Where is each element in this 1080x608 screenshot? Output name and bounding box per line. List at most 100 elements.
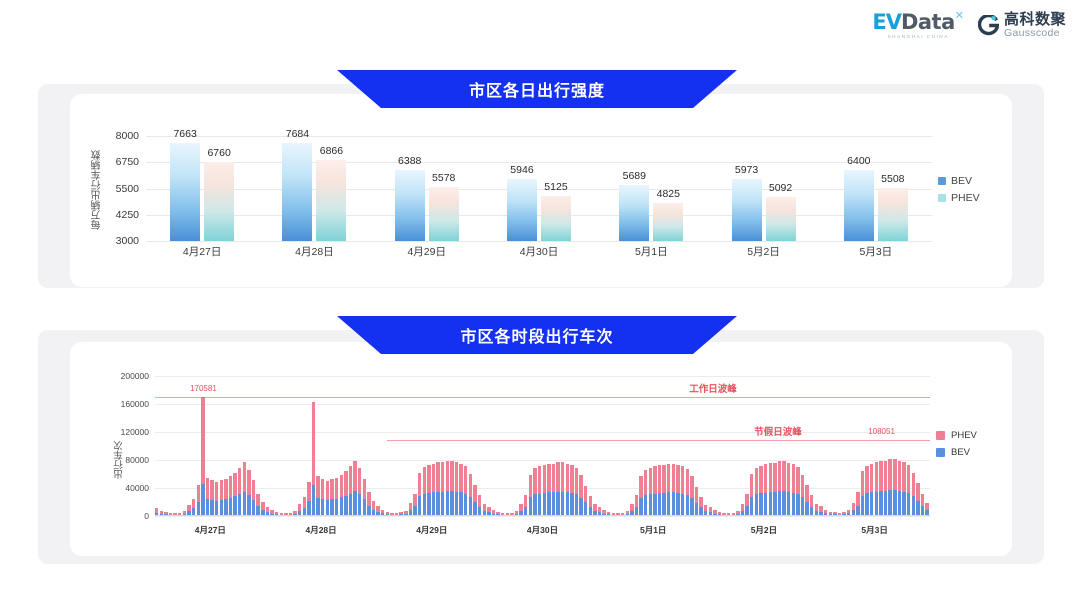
chart2-legend-item-phev[interactable]: PHEV <box>936 430 977 441</box>
chart2-stacked-bar[interactable] <box>422 467 426 516</box>
chart1-bar-bev[interactable]: 5973 <box>731 164 762 241</box>
chart2-stacked-bar[interactable] <box>228 476 233 516</box>
chart2-stacked-bar[interactable] <box>860 471 865 516</box>
chart2-stacked-bar[interactable] <box>703 504 708 516</box>
chart2-stacked-bar[interactable] <box>745 494 749 516</box>
chart2-stacked-bar[interactable] <box>782 461 786 516</box>
chart2-stacked-bar[interactable] <box>339 474 343 516</box>
chart2-stacked-bar[interactable] <box>348 466 353 516</box>
chart2-stacked-bar[interactable] <box>690 476 694 516</box>
chart1-bar-phev[interactable]: 5508 <box>877 173 908 241</box>
chart2-stacked-bar[interactable] <box>302 497 307 516</box>
chart2-stacked-bar[interactable] <box>321 478 325 516</box>
chart2-stacked-bar[interactable] <box>311 401 316 516</box>
chart1-bar-phev[interactable]: 4825 <box>653 188 684 241</box>
chart2-stacked-bar[interactable] <box>473 484 477 516</box>
chart2-stacked-bar[interactable] <box>210 480 214 516</box>
chart2-stacked-bar[interactable] <box>676 464 680 516</box>
chart2-stacked-bar[interactable] <box>814 503 819 516</box>
chart2-stacked-bar[interactable] <box>810 495 814 516</box>
chart2-stacked-bar[interactable] <box>367 492 371 516</box>
chart2-stacked-bar[interactable] <box>662 464 666 516</box>
chart1-bar-bev[interactable]: 6400 <box>843 155 874 241</box>
chart2-stacked-bar[interactable] <box>579 475 583 516</box>
chart2-stacked-bar[interactable] <box>357 468 362 516</box>
chart2-stacked-bar[interactable] <box>902 462 906 516</box>
chart2-stacked-bar[interactable] <box>634 495 639 516</box>
chart2-stacked-bar[interactable] <box>823 509 828 516</box>
chart2-stacked-bar[interactable] <box>547 463 551 516</box>
chart2-stacked-bar[interactable] <box>265 506 270 516</box>
chart2-stacked-bar[interactable] <box>625 510 629 516</box>
chart2-stacked-bar[interactable] <box>856 492 860 516</box>
chart2-stacked-bar[interactable] <box>759 465 763 516</box>
chart2-stacked-bar[interactable] <box>800 474 805 516</box>
chart2-stacked-bar[interactable] <box>334 477 339 516</box>
chart2-stacked-bar[interactable] <box>528 475 533 516</box>
chart1-bar-phev[interactable]: 5092 <box>765 182 796 241</box>
chart2-stacked-bar[interactable] <box>680 466 685 516</box>
chart2-stacked-bar[interactable] <box>487 506 491 516</box>
chart2-stacked-bar[interactable] <box>454 462 459 516</box>
chart2-stacked-bar[interactable] <box>791 464 795 516</box>
chart2-stacked-bar[interactable] <box>593 504 597 516</box>
chart2-stacked-bar[interactable] <box>187 504 191 516</box>
chart2-stacked-bar[interactable] <box>191 498 196 516</box>
chart2-stacked-bar[interactable] <box>796 467 800 516</box>
chart2-stacked-bar[interactable] <box>588 496 593 516</box>
chart2-stacked-bar[interactable] <box>182 510 187 516</box>
chart2-stacked-bar[interactable] <box>477 495 482 516</box>
chart2-legend-item-bev[interactable]: BEV <box>936 447 977 458</box>
chart2-stacked-bar[interactable] <box>694 486 699 516</box>
chart2-stacked-bar[interactable] <box>560 462 565 516</box>
chart2-stacked-bar[interactable] <box>819 506 823 516</box>
chart2-stacked-bar[interactable] <box>865 465 869 516</box>
chart2-stacked-bar[interactable] <box>344 471 348 516</box>
chart2-stacked-bar[interactable] <box>768 462 772 516</box>
chart2-stacked-bar[interactable] <box>316 476 320 516</box>
chart2-stacked-bar[interactable] <box>413 493 417 516</box>
chart2-stacked-bar[interactable] <box>773 462 777 516</box>
chart2-stacked-bar[interactable] <box>242 462 247 516</box>
chart2-stacked-bar[interactable] <box>436 462 440 516</box>
chart2-stacked-bar[interactable] <box>441 462 445 516</box>
chart1-bar-bev[interactable]: 7663 <box>170 128 201 241</box>
chart2-stacked-bar[interactable] <box>214 482 219 516</box>
chart2-stacked-bar[interactable] <box>519 503 523 516</box>
chart2-stacked-bar[interactable] <box>261 502 265 516</box>
chart2-stacked-bar[interactable] <box>671 463 676 516</box>
chart2-stacked-bar[interactable] <box>667 463 671 516</box>
chart2-stacked-bar[interactable] <box>708 506 712 516</box>
chart2-stacked-bar[interactable] <box>464 466 468 516</box>
chart2-stacked-bar[interactable] <box>570 464 574 516</box>
chart2-stacked-bar[interactable] <box>597 507 602 516</box>
chart2-stacked-bar[interactable] <box>740 503 745 516</box>
chart2-stacked-bar[interactable] <box>381 509 385 516</box>
chart2-stacked-bar[interactable] <box>602 510 606 516</box>
chart1-bar-phev[interactable]: 6760 <box>204 147 235 241</box>
chart2-stacked-bar[interactable] <box>763 464 768 516</box>
chart2-stacked-bar[interactable] <box>754 467 759 516</box>
chart2-stacked-bar[interactable] <box>155 507 159 516</box>
chart2-stacked-bar[interactable] <box>777 461 782 516</box>
chart1-bar-phev[interactable]: 6866 <box>316 145 347 241</box>
chart2-stacked-bar[interactable] <box>925 503 929 516</box>
chart2-stacked-bar[interactable] <box>786 462 791 516</box>
chart2-stacked-bar[interactable] <box>417 472 422 516</box>
chart2-stacked-bar[interactable] <box>542 464 546 516</box>
chart2-stacked-bar[interactable] <box>888 459 892 516</box>
chart2-stacked-bar[interactable] <box>643 469 648 516</box>
chart2-stacked-bar[interactable] <box>247 469 251 516</box>
chart2-stacked-bar[interactable] <box>870 463 874 516</box>
chart1-bar-phev[interactable]: 5578 <box>428 172 459 241</box>
chart2-stacked-bar[interactable] <box>201 396 205 516</box>
chart2-stacked-bar[interactable] <box>736 510 740 516</box>
chart2-stacked-bar[interactable] <box>445 460 450 516</box>
chart2-stacked-bar[interactable] <box>524 494 528 516</box>
chart2-stacked-bar[interactable] <box>376 506 380 516</box>
chart2-stacked-bar[interactable] <box>330 478 334 516</box>
chart2-stacked-bar[interactable] <box>556 462 560 516</box>
chart2-stacked-bar[interactable] <box>879 460 883 516</box>
chart2-stacked-bar[interactable] <box>196 484 200 516</box>
chart2-stacked-bar[interactable] <box>482 503 486 516</box>
